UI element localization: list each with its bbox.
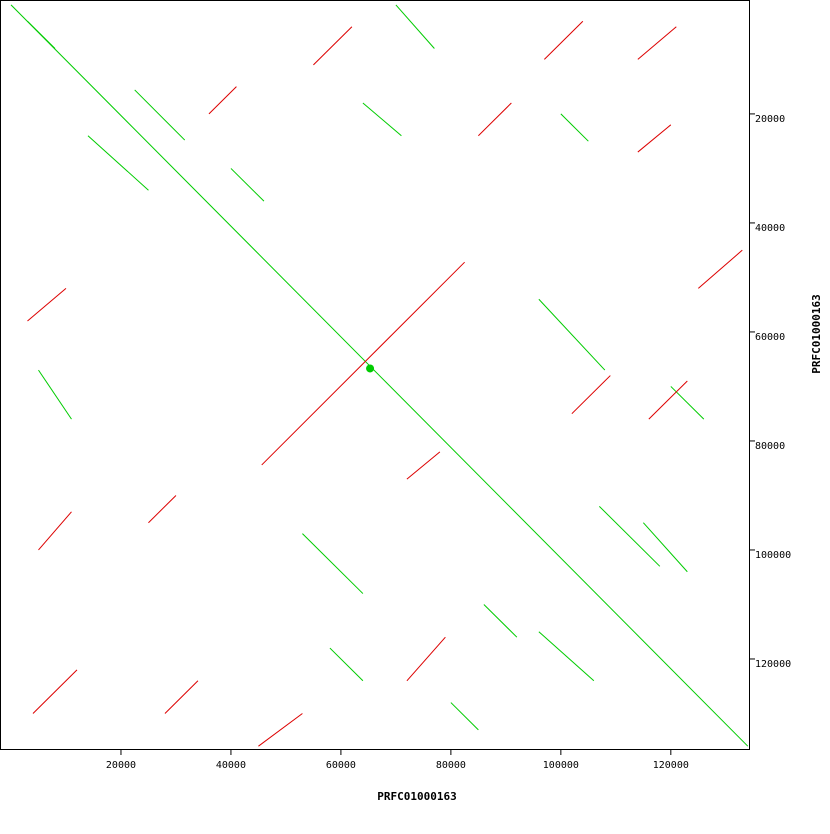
forward-segment bbox=[329, 647, 364, 682]
forward-segment bbox=[362, 102, 402, 137]
forward-segment bbox=[87, 135, 149, 191]
forward-segment bbox=[134, 89, 186, 141]
reverse-segment bbox=[571, 375, 611, 415]
reverse-segment bbox=[478, 102, 512, 137]
forward-segment bbox=[670, 386, 705, 420]
x-axis-label: PRFC01000163 bbox=[377, 790, 456, 803]
y-tick-label: 120000 bbox=[755, 659, 791, 670]
y-tick-label: 60000 bbox=[755, 332, 785, 343]
forward-segment bbox=[38, 369, 72, 420]
reverse-segment bbox=[32, 669, 78, 714]
reverse-segment bbox=[148, 495, 177, 524]
forward-segment bbox=[483, 604, 518, 638]
point bbox=[366, 364, 375, 373]
reverse-segment bbox=[38, 511, 72, 551]
reverse-segment bbox=[637, 26, 677, 60]
reverse-segment bbox=[27, 287, 67, 322]
reverse-segment bbox=[208, 86, 237, 115]
reverse-segment bbox=[697, 249, 743, 289]
y-tick-label: 20000 bbox=[755, 114, 785, 125]
x-tick-label: 20000 bbox=[106, 760, 136, 771]
x-tick-label: 100000 bbox=[543, 760, 579, 771]
y-tick-label: 100000 bbox=[755, 550, 791, 561]
forward-segment bbox=[302, 533, 364, 594]
forward-segment bbox=[538, 298, 606, 371]
reverse-segment bbox=[544, 20, 584, 60]
reverse-segment bbox=[406, 451, 441, 480]
y-tick-label: 80000 bbox=[755, 441, 785, 452]
forward-segment bbox=[598, 506, 661, 567]
x-tick-label: 80000 bbox=[436, 760, 466, 771]
forward-segment bbox=[560, 113, 589, 142]
x-tick-label: 120000 bbox=[653, 760, 689, 771]
reverse-segment bbox=[313, 26, 353, 66]
reverse-segment bbox=[164, 680, 199, 714]
forward-segment bbox=[10, 4, 749, 747]
y-axis-label: PRFC01000163 bbox=[810, 294, 823, 373]
forward-segment bbox=[230, 168, 265, 202]
x-tick-label: 60000 bbox=[326, 760, 356, 771]
reverse-segment bbox=[406, 636, 446, 682]
reverse-segment bbox=[261, 261, 465, 466]
forward-segment bbox=[450, 702, 479, 731]
plot-frame bbox=[0, 0, 750, 750]
reverse-segment bbox=[648, 380, 688, 420]
x-tick-label: 40000 bbox=[216, 760, 246, 771]
y-tick-label: 40000 bbox=[755, 223, 785, 234]
forward-segment bbox=[538, 631, 595, 682]
reverse-segment bbox=[637, 124, 672, 153]
reverse-segment bbox=[258, 713, 303, 747]
forward-segment bbox=[27, 20, 56, 49]
forward-segment bbox=[395, 4, 435, 49]
forward-segment bbox=[642, 522, 688, 573]
